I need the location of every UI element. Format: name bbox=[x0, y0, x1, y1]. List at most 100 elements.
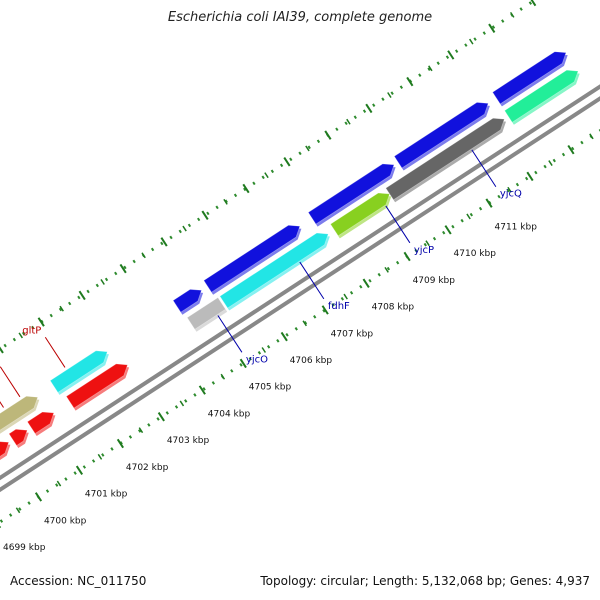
gene-label-yjcP: yjcP bbox=[385, 205, 434, 256]
ruler-tick bbox=[34, 492, 43, 502]
ruler-tick bbox=[387, 92, 392, 98]
ruler-tick bbox=[403, 251, 411, 262]
ruler-tick bbox=[198, 385, 206, 395]
gene-feature bbox=[0, 441, 11, 460]
gene-feature bbox=[504, 69, 580, 125]
ruler-tick bbox=[302, 320, 307, 327]
tick-label: 4709 kbp bbox=[413, 276, 456, 286]
ruler-tick bbox=[242, 183, 250, 194]
ruler-tick bbox=[37, 317, 45, 327]
gene-label-nrfG: nrfG bbox=[0, 366, 21, 398]
gene-feature-top bbox=[203, 224, 301, 293]
ruler-tick bbox=[526, 171, 534, 182]
tick-label: 4699 kbp bbox=[3, 543, 46, 553]
gene-label-text: yjcP bbox=[414, 245, 434, 256]
gene-feature-top bbox=[186, 297, 226, 330]
gene-feature bbox=[49, 350, 109, 395]
tick-label: 4702 kbp bbox=[126, 463, 169, 473]
tick-label: 4711 kbp bbox=[495, 222, 538, 232]
ruler-tick bbox=[589, 133, 594, 140]
ruler-tick bbox=[116, 438, 124, 449]
ruler-tick bbox=[362, 278, 370, 288]
tick-label: 4703 kbp bbox=[167, 436, 210, 446]
tick-label: 4700 kbp bbox=[44, 516, 87, 526]
gene-label-nrfF: nrfF bbox=[0, 401, 4, 408]
ruler-tick bbox=[485, 198, 493, 208]
ruler-tick bbox=[160, 237, 168, 247]
gene-label-yjcQ: yjcQ bbox=[471, 149, 522, 200]
tick-label: 4704 kbp bbox=[208, 409, 251, 419]
ruler-tick bbox=[321, 305, 329, 315]
ruler-tick bbox=[548, 160, 553, 166]
ruler-tick bbox=[488, 23, 496, 33]
ruler-tick bbox=[469, 38, 474, 45]
gene-feature-top bbox=[26, 411, 55, 434]
gene-feature-top bbox=[385, 117, 505, 201]
ruler-tick bbox=[56, 480, 62, 487]
ruler-tick bbox=[280, 331, 288, 342]
gene-feature bbox=[186, 297, 228, 332]
gene-label-text: yjcO bbox=[246, 354, 268, 365]
tick-label: 4707 kbp bbox=[331, 329, 374, 339]
gene-label-connector bbox=[0, 401, 4, 408]
ruler-tick bbox=[466, 213, 471, 220]
gene-label-connector bbox=[385, 205, 411, 244]
ruler-tick bbox=[138, 427, 144, 434]
ruler-tick bbox=[283, 157, 291, 167]
accession-info: Accession: NC_011750 bbox=[10, 574, 146, 588]
gene-feature bbox=[330, 192, 392, 239]
ruler-tick bbox=[425, 240, 430, 247]
ruler-tick bbox=[509, 11, 515, 18]
ruler-tick bbox=[346, 118, 351, 125]
gene-feature-top bbox=[0, 395, 39, 431]
gene-feature bbox=[8, 428, 29, 448]
gene-feature bbox=[385, 117, 506, 203]
gene-label-fdhF: fdhF bbox=[299, 261, 350, 312]
gene-label-connector bbox=[299, 261, 325, 300]
gene-labels: nrfEnrfFnrfGgltPyjcOfdhFyjcPyjcQ bbox=[0, 149, 522, 408]
gene-feature-top bbox=[307, 163, 395, 225]
ruler-tick bbox=[78, 290, 86, 301]
ruler-tick bbox=[182, 225, 187, 232]
gene-label-text: gltP bbox=[22, 325, 41, 336]
gene-label-gltP: gltP bbox=[22, 325, 66, 368]
ruler-tick bbox=[444, 225, 452, 235]
ruler-tick bbox=[119, 263, 127, 274]
ruler-tick bbox=[220, 373, 226, 380]
ruler-tick bbox=[406, 76, 414, 87]
tick-label: 4705 kbp bbox=[249, 383, 292, 393]
ruler-tick bbox=[447, 50, 455, 60]
gene-label-connector bbox=[471, 149, 497, 187]
gene-feature-top bbox=[492, 51, 567, 105]
ruler-tick bbox=[261, 347, 267, 353]
gene-feature-top bbox=[504, 69, 579, 123]
ruler-tick bbox=[18, 332, 24, 339]
gene-label-text: fdhF bbox=[328, 301, 350, 312]
ruler-tick bbox=[75, 465, 84, 475]
ruler-tick bbox=[15, 507, 21, 514]
gene-label-connector bbox=[217, 315, 243, 353]
accession-label: Accession: bbox=[10, 574, 74, 588]
gene-features bbox=[0, 51, 580, 460]
tick-label: 4701 kbp bbox=[85, 490, 128, 500]
gene-feature-top bbox=[49, 350, 108, 393]
ruler-tick bbox=[324, 130, 332, 140]
map-title: Escherichia coli IAI39, complete genome bbox=[167, 10, 433, 25]
ruler-tick bbox=[384, 266, 389, 273]
gene-feature-top bbox=[65, 363, 128, 409]
ruler-tick bbox=[507, 186, 512, 193]
gene-feature bbox=[219, 232, 330, 311]
gene-feature-top bbox=[219, 232, 329, 309]
ruler-tick bbox=[567, 144, 575, 155]
ruler-tick bbox=[59, 305, 64, 312]
gene-feature bbox=[65, 363, 130, 411]
gene-feature-top bbox=[393, 102, 489, 169]
gene-label-connector bbox=[44, 337, 66, 368]
ruler-tick bbox=[530, 0, 537, 7]
gene-feature bbox=[203, 224, 302, 295]
gene-label-yjcO: yjcO bbox=[217, 315, 268, 365]
genome-summary: Topology: circular; Length: 5,132,068 bp… bbox=[260, 574, 590, 588]
backbone-inner bbox=[0, 96, 600, 493]
gene-feature bbox=[172, 289, 204, 315]
